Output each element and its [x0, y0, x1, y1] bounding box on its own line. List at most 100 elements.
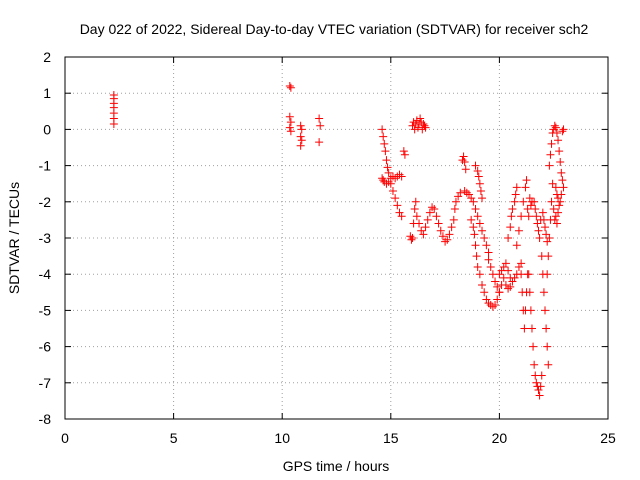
data-point	[434, 219, 443, 228]
data-point	[546, 150, 555, 159]
data-point	[296, 121, 305, 130]
data-point	[410, 125, 419, 134]
data-point	[410, 205, 419, 214]
y-tick-label: -5	[39, 302, 52, 318]
data-point	[464, 190, 473, 199]
data-point	[552, 219, 561, 228]
data-point	[417, 226, 426, 235]
data-point	[451, 197, 460, 206]
data-point	[432, 212, 441, 221]
data-point	[388, 186, 397, 195]
data-point	[545, 161, 554, 170]
data-point	[425, 208, 434, 217]
data-point	[547, 197, 556, 206]
data-point	[391, 194, 400, 203]
data-point	[508, 277, 517, 286]
data-point	[504, 284, 513, 293]
data-point	[534, 226, 543, 235]
data-point	[507, 212, 516, 221]
data-point	[555, 201, 564, 210]
y-tick-label: -1	[39, 158, 52, 174]
data-point	[478, 281, 487, 290]
data-point	[460, 186, 469, 195]
data-point	[549, 205, 558, 214]
data-point	[512, 241, 521, 250]
data-point	[475, 179, 484, 188]
data-point	[484, 255, 493, 264]
data-point	[495, 270, 504, 279]
data-point	[543, 237, 552, 246]
data-point	[416, 114, 425, 123]
data-point	[421, 123, 430, 132]
data-point	[449, 215, 458, 224]
data-point	[525, 194, 534, 203]
data-point	[467, 215, 476, 224]
data-point	[510, 197, 519, 206]
data-point	[532, 378, 541, 387]
x-tick-label: 5	[170, 430, 178, 446]
y-tick-label: -4	[39, 266, 52, 282]
data-point	[482, 295, 491, 304]
data-point	[558, 176, 567, 185]
data-point	[286, 118, 295, 127]
data-point	[501, 259, 510, 268]
data-point	[495, 288, 504, 297]
data-point	[419, 230, 428, 239]
data-point	[475, 219, 484, 228]
data-point	[472, 252, 481, 261]
data-point	[478, 194, 487, 203]
data-point	[420, 121, 429, 130]
data-point	[286, 127, 295, 136]
data-point	[473, 262, 482, 271]
y-tick-label: -6	[39, 339, 52, 355]
data-point	[545, 234, 554, 242]
data-point	[506, 282, 515, 291]
data-point	[470, 230, 479, 239]
data-point	[469, 223, 478, 232]
data-point	[512, 183, 521, 192]
data-point	[285, 123, 294, 132]
data-point	[486, 262, 495, 271]
data-point	[526, 201, 535, 210]
data-point	[556, 157, 565, 166]
data-point	[397, 172, 406, 181]
data-point	[491, 277, 500, 286]
x-tick-label: 20	[492, 430, 508, 446]
data-point	[511, 190, 520, 199]
data-point	[550, 121, 559, 130]
data-point	[524, 270, 533, 279]
x-tick-label: 0	[61, 430, 69, 446]
data-point	[482, 241, 491, 250]
data-point	[408, 234, 417, 242]
data-point	[557, 190, 566, 199]
data-point	[535, 391, 544, 400]
data-point	[544, 360, 553, 369]
data-point	[459, 152, 468, 161]
data-point	[542, 230, 551, 239]
data-point	[536, 382, 545, 391]
data-point	[524, 212, 533, 221]
data-point	[474, 172, 483, 181]
data-point	[467, 194, 476, 203]
data-point	[480, 234, 489, 242]
data-point	[504, 266, 513, 275]
data-point	[551, 183, 560, 192]
data-point	[473, 212, 482, 221]
x-tick-label: 15	[383, 430, 399, 446]
data-point	[378, 174, 387, 183]
x-axis-label: GPS time / hours	[283, 458, 390, 474]
data-point	[407, 235, 416, 244]
data-point	[379, 176, 388, 185]
data-point	[508, 205, 517, 214]
data-point	[557, 168, 566, 177]
data-point	[413, 123, 422, 132]
data-point	[556, 197, 565, 206]
data-point	[531, 205, 540, 214]
data-point	[530, 360, 539, 369]
data-point	[384, 168, 393, 177]
data-point	[475, 270, 484, 279]
data-point	[529, 342, 538, 351]
data-point	[430, 205, 439, 214]
data-point	[285, 81, 294, 90]
data-point	[296, 132, 305, 141]
